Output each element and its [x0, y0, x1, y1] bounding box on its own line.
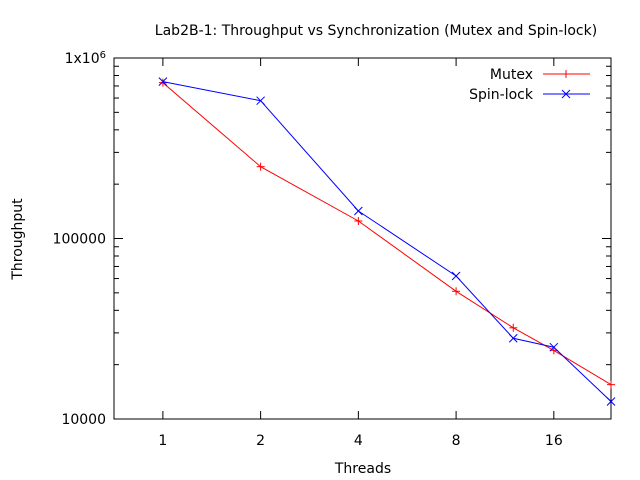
x-tick-label-3: 8 — [452, 433, 461, 449]
x-axis-label: Threads — [334, 461, 391, 477]
y-tick-label-2: 1x106 — [65, 50, 106, 68]
spin-lock-point-4 — [508, 333, 518, 343]
legend-marker-spin-lock — [561, 89, 571, 99]
mutex-point-0 — [158, 78, 167, 87]
y-axis-label: Throughput — [10, 198, 26, 281]
spin-lock-point-2 — [354, 206, 363, 216]
chart-title: Lab2B-1: Throughput vs Synchronization (… — [155, 23, 597, 39]
spin-lock-point-1 — [256, 96, 265, 106]
spin-lock-point-0 — [158, 77, 168, 86]
x-tick-label-1: 2 — [256, 433, 265, 449]
spin-lock-point-5 — [549, 342, 559, 352]
spin-lock-point-6 — [606, 397, 616, 406]
x-tick-label-0: 1 — [158, 433, 167, 449]
legend-label-spin-lock: Spin-lock — [469, 87, 534, 103]
mutex-point-6 — [607, 380, 615, 389]
mutex-point-3 — [452, 287, 461, 296]
spin-lock-point-3 — [451, 271, 461, 281]
mutex-series-line — [162, 82, 611, 386]
y-tick-label-0: 10000 — [61, 412, 106, 428]
legend-marker-mutex — [562, 70, 570, 78]
mutex-point-4 — [509, 323, 518, 332]
x-tick-label-2: 4 — [354, 433, 363, 449]
plot-area: 1 2 4 8 16 10000 100000 1x106 Mutex Spin-lock — [53, 50, 616, 449]
y-tick-label-1: 100000 — [53, 232, 106, 248]
mutex-point-1 — [256, 162, 265, 171]
plot-border — [113, 57, 612, 420]
mutex-point-2 — [354, 217, 363, 226]
legend-label-mutex: Mutex — [490, 67, 533, 83]
x-tick-label-4: 16 — [545, 433, 563, 449]
